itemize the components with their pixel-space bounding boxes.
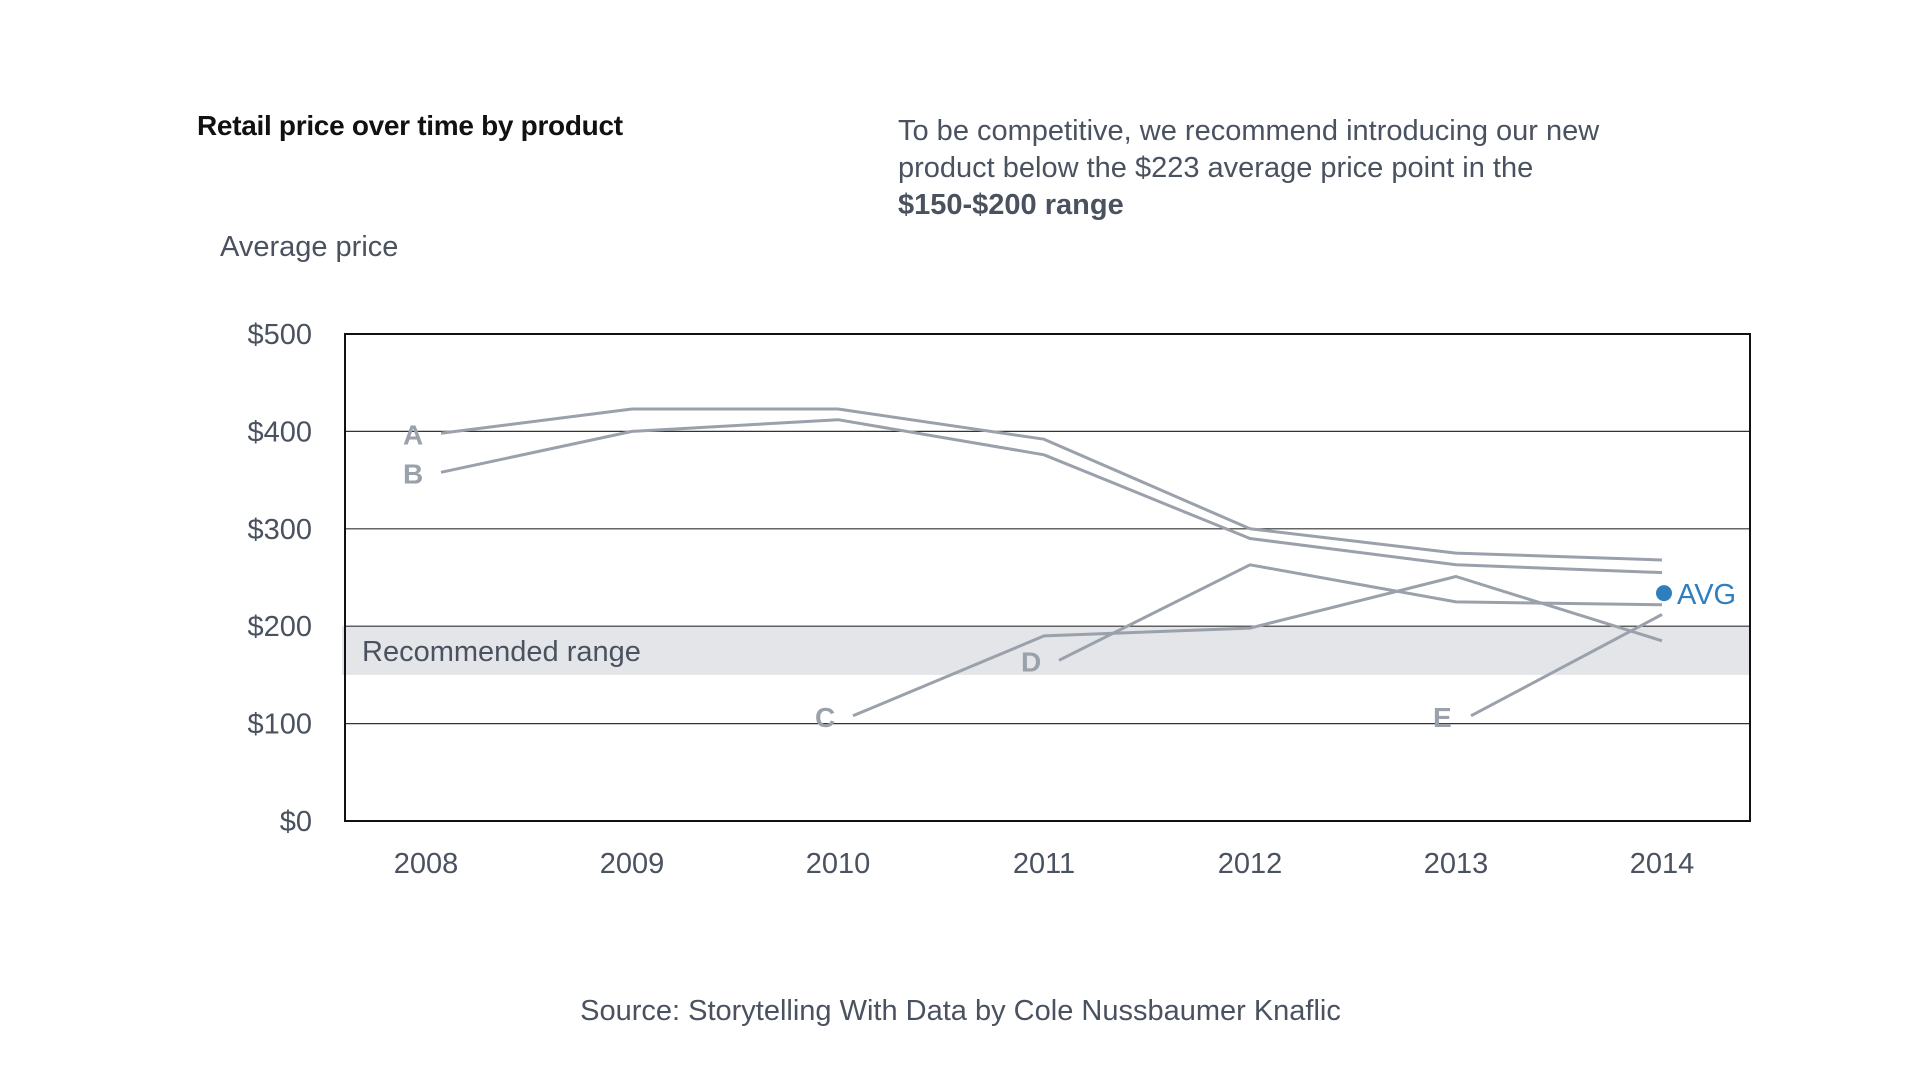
x-tick-label: 2014 [1630, 848, 1695, 880]
x-tick-label: 2011 [1013, 848, 1075, 880]
series-label-b: B [403, 458, 423, 489]
recommended-range-label: Recommended range [362, 636, 641, 668]
series-label-a: A [403, 419, 423, 450]
line-chart: Average price Recommended range AB C D E AVG… [220, 231, 1751, 880]
y-tick-label: $500 [247, 319, 312, 351]
x-tick-label: 2013 [1424, 848, 1489, 880]
y-tick-label: $100 [247, 709, 312, 741]
average-label: AVG [1677, 579, 1736, 611]
series-line-d [1058, 563, 1663, 662]
series-line-b [440, 418, 1663, 575]
x-tick-label: 2009 [600, 848, 665, 880]
chart-title: Retail price over time by product [197, 110, 623, 141]
series-label-c: C [815, 702, 835, 733]
recommendation-range: $150-$200 range [898, 189, 1124, 221]
series-label-e: E [1433, 702, 1452, 733]
y-tick-label: $300 [247, 514, 312, 546]
recommendation-note: To be competitive, we recommend introduc… [898, 113, 1698, 224]
y-axis-title: Average price [220, 231, 398, 263]
x-tick-label: 2012 [1218, 848, 1283, 880]
series-label-d: D [1021, 646, 1041, 677]
average-point [1656, 585, 1672, 602]
recommended-range-band [342, 626, 1750, 675]
recommendation-text: To be competitive, we recommend introduc… [898, 115, 1600, 184]
series-line-e [1470, 613, 1663, 718]
y-tick-label: $400 [247, 416, 312, 448]
x-tick-label: 2010 [806, 848, 871, 880]
plot-frame [344, 333, 1751, 822]
x-tick-label: 2008 [394, 848, 459, 880]
series-line-a [440, 407, 1663, 562]
y-tick-label: $200 [247, 611, 312, 643]
series-line-c [852, 575, 1663, 718]
source-credit: Source: Storytelling With Data by Cole N… [580, 995, 1341, 1027]
y-tick-label: $0 [280, 806, 312, 838]
